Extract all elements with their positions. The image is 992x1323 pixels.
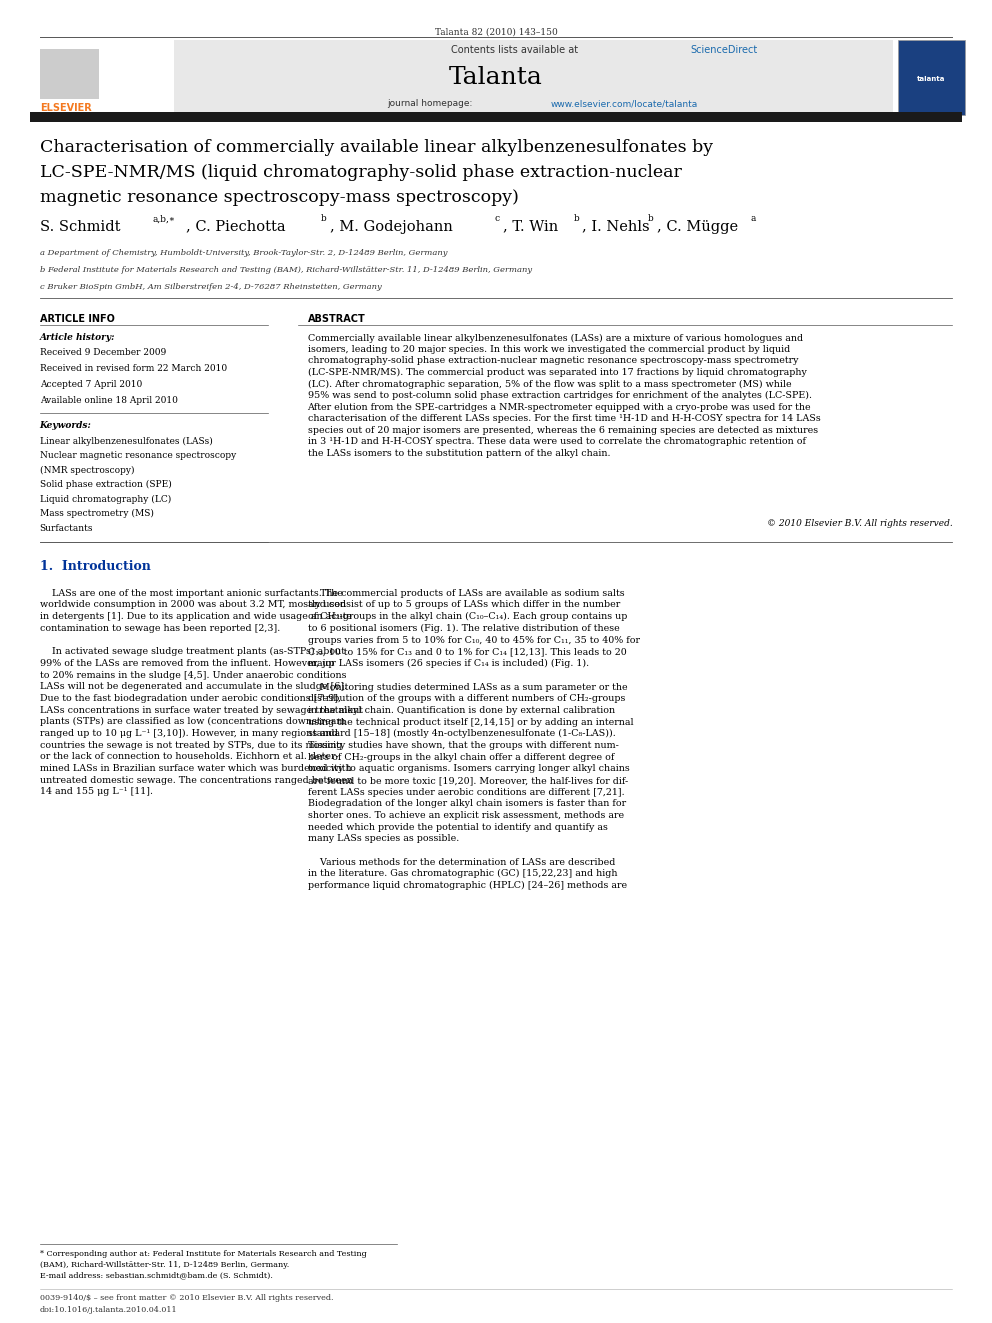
Text: , C. Mügge: , C. Mügge — [657, 220, 738, 234]
Text: Characterisation of commercially available linear alkylbenzenesulfonates by: Characterisation of commercially availab… — [40, 139, 713, 156]
Text: b: b — [648, 214, 654, 224]
Text: Commercially available linear alkylbenzenesulfonates (LASs) are a mixture of var: Commercially available linear alkylbenze… — [308, 333, 820, 458]
Text: , T. Win: , T. Win — [503, 220, 558, 234]
Text: ScienceDirect: ScienceDirect — [690, 45, 758, 56]
Text: Talanta: Talanta — [449, 66, 543, 89]
Text: © 2010 Elsevier B.V. All rights reserved.: © 2010 Elsevier B.V. All rights reserved… — [767, 519, 952, 528]
Text: 0039-9140/$ – see front matter © 2010 Elsevier B.V. All rights reserved.: 0039-9140/$ – see front matter © 2010 El… — [40, 1294, 333, 1302]
Text: 1.  Introduction: 1. Introduction — [40, 560, 151, 573]
Text: a,b,∗: a,b,∗ — [153, 214, 176, 224]
Text: S. Schmidt: S. Schmidt — [40, 220, 120, 234]
Text: Surfactants: Surfactants — [40, 524, 93, 533]
Text: Mass spectrometry (MS): Mass spectrometry (MS) — [40, 509, 154, 519]
Text: (BAM), Richard-Willstätter-Str. 11, D-12489 Berlin, Germany.: (BAM), Richard-Willstätter-Str. 11, D-12… — [40, 1261, 289, 1269]
Text: www.elsevier.com/locate/talanta: www.elsevier.com/locate/talanta — [551, 99, 697, 108]
Bar — [898, 40, 965, 115]
Text: ARTICLE INFO: ARTICLE INFO — [40, 314, 114, 324]
Text: b Federal Institute for Materials Research and Testing (BAM), Richard-Willstätte: b Federal Institute for Materials Resear… — [40, 266, 532, 274]
Text: , M. Godejohann: , M. Godejohann — [330, 220, 453, 234]
Text: , I. Nehls: , I. Nehls — [582, 220, 650, 234]
Text: journal homepage:: journal homepage: — [387, 99, 475, 108]
Text: Linear alkylbenzenesulfonates (LASs): Linear alkylbenzenesulfonates (LASs) — [40, 437, 212, 446]
Text: Received in revised form 22 March 2010: Received in revised form 22 March 2010 — [40, 364, 227, 373]
Text: Nuclear magnetic resonance spectroscopy: Nuclear magnetic resonance spectroscopy — [40, 451, 236, 460]
Text: c Bruker BioSpin GmbH, Am Silberstreifen 2-4, D-76287 Rheinstetten, Germany: c Bruker BioSpin GmbH, Am Silberstreifen… — [40, 283, 382, 291]
Text: ABSTRACT: ABSTRACT — [308, 314, 365, 324]
Bar — [30, 112, 962, 122]
Text: , C. Piechotta: , C. Piechotta — [186, 220, 286, 234]
Text: Solid phase extraction (SPE): Solid phase extraction (SPE) — [40, 480, 172, 490]
Text: E-mail address: sebastian.schmidt@bam.de (S. Schmidt).: E-mail address: sebastian.schmidt@bam.de… — [40, 1271, 273, 1279]
Text: c: c — [494, 214, 499, 224]
Text: The commercial products of LASs are available as sodium salts
and consist of up : The commercial products of LASs are avai… — [308, 589, 640, 890]
Text: b: b — [320, 214, 326, 224]
Text: doi:10.1016/j.talanta.2010.04.011: doi:10.1016/j.talanta.2010.04.011 — [40, 1306, 178, 1314]
Text: b: b — [573, 214, 579, 224]
Text: a Department of Chemistry, Humboldt-University, Brook-Taylor-Str. 2, D-12489 Ber: a Department of Chemistry, Humboldt-Univ… — [40, 249, 447, 257]
Text: Liquid chromatography (LC): Liquid chromatography (LC) — [40, 495, 171, 504]
Bar — [30, 40, 893, 115]
Text: LC-SPE-NMR/MS (liquid chromatography-solid phase extraction-nuclear: LC-SPE-NMR/MS (liquid chromatography-sol… — [40, 164, 682, 181]
Text: talanta: talanta — [918, 77, 945, 82]
Bar — [30, 40, 174, 115]
Text: Talanta 82 (2010) 143–150: Talanta 82 (2010) 143–150 — [434, 28, 558, 37]
Text: LASs are one of the most important anionic surfactants. The
worldwide consumptio: LASs are one of the most important anion… — [40, 589, 363, 796]
Text: a: a — [751, 214, 756, 224]
Text: * Corresponding author at: Federal Institute for Materials Research and Testing: * Corresponding author at: Federal Insti… — [40, 1250, 366, 1258]
Text: magnetic resonance spectroscopy-mass spectroscopy): magnetic resonance spectroscopy-mass spe… — [40, 189, 519, 206]
Bar — [40, 49, 99, 99]
Text: Contents lists available at: Contents lists available at — [451, 45, 581, 56]
Text: Accepted 7 April 2010: Accepted 7 April 2010 — [40, 380, 142, 389]
Text: Available online 18 April 2010: Available online 18 April 2010 — [40, 396, 178, 405]
Text: ELSEVIER: ELSEVIER — [40, 103, 91, 114]
Text: Received 9 December 2009: Received 9 December 2009 — [40, 348, 166, 357]
Text: Keywords:: Keywords: — [40, 421, 91, 430]
Text: Article history:: Article history: — [40, 333, 115, 343]
Text: (NMR spectroscopy): (NMR spectroscopy) — [40, 466, 134, 475]
